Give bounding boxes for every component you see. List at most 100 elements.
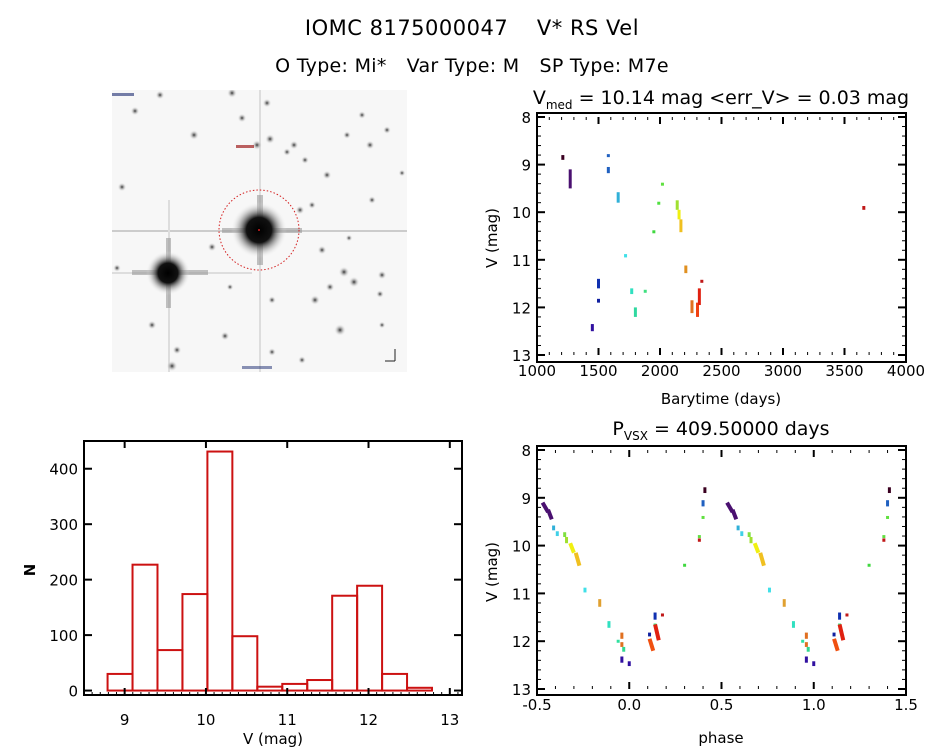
phase-curve-point (752, 542, 761, 554)
light-curve-point (696, 302, 700, 317)
light-curve-xtick-label: 1000 (518, 362, 556, 380)
histogram-bar (231, 635, 259, 692)
light-curve-ytick-label: 8 (521, 109, 531, 127)
phase-curve-point (568, 542, 576, 554)
histogram-bar (256, 685, 284, 692)
sky-image (112, 90, 407, 372)
phase-curve-point (886, 500, 890, 507)
field-star (322, 170, 332, 180)
phase-curve-point (648, 632, 652, 637)
light-curve-point (657, 201, 661, 205)
phase-curve-point (555, 531, 559, 537)
histogram-xtick-label: 12 (359, 711, 378, 729)
phase-curve-ytick-label: 13 (512, 681, 531, 699)
field-star (376, 290, 384, 298)
field-star (252, 140, 262, 150)
field-star (383, 126, 391, 134)
phase-curve-point (598, 599, 602, 607)
phase-curve-point (758, 552, 766, 567)
phase-curve-point (736, 525, 740, 531)
phase-curve-point (747, 532, 751, 537)
histogram-bar (206, 450, 234, 692)
phase-curve-point (701, 500, 705, 507)
phase-curve-xlabel: phase (698, 729, 743, 747)
light-curve-xlabel: Barytime (days) (661, 390, 781, 408)
aperture-circle (218, 189, 300, 271)
phase-curve-point (607, 621, 611, 628)
light-curve-xtick-label: 2000 (641, 362, 679, 380)
histogram-plot: 9 10 11 12 13 0 100 200 300 400 V (mag) N (21, 440, 463, 747)
phase-curve-ylabel: V (mag) (483, 542, 501, 602)
survey-label-mark (112, 93, 134, 96)
field-star (166, 360, 178, 372)
phase-curve-ytick-label: 9 (521, 490, 531, 508)
phase-curve-point (832, 632, 836, 637)
bright-star (146, 251, 190, 295)
light-curve-point (697, 288, 701, 306)
light-curve-point (568, 169, 572, 189)
phase-curve-point (837, 624, 846, 641)
light-curve-point (700, 279, 704, 283)
light-curve-point (633, 307, 637, 317)
field-star (310, 295, 320, 305)
phase-curve-point (620, 642, 624, 647)
light-curve-points (561, 154, 866, 332)
object-name: V* RS Vel (536, 16, 640, 40)
light-curve-title: Vmed = 10.14 mag <err_V> = 0.03 mag (533, 87, 909, 112)
phase-curve-point (620, 656, 624, 663)
histogram-bar (331, 594, 359, 692)
light-curve-xtick-label: 2500 (702, 362, 740, 380)
light-curve-xtick-label: 3000 (764, 362, 802, 380)
phase-curve-point (801, 639, 805, 643)
field-star (289, 140, 299, 150)
light-curve-point (616, 192, 620, 203)
phase-curve-frame (536, 445, 907, 696)
field-star (237, 113, 247, 123)
phase-curve-point (627, 661, 631, 667)
light-curve-point (630, 288, 634, 295)
field-star (130, 106, 140, 116)
light-curve-ytick-label: 11 (512, 252, 531, 270)
o-type: O Type: Mi* (275, 55, 387, 77)
phase-curve-point (806, 646, 810, 652)
histogram-bar (381, 672, 409, 692)
field-star (262, 98, 272, 108)
phase-curve-point (845, 613, 849, 617)
phase-curve-point (653, 624, 661, 641)
histogram-xlabel: V (mag) (243, 730, 303, 747)
phase-curve-ytick-label: 10 (512, 538, 531, 556)
light-curve-point (606, 154, 610, 158)
field-star (317, 245, 327, 255)
phase-curve-point (620, 632, 624, 639)
field-star (226, 283, 234, 291)
phase-curve-point (697, 538, 701, 542)
field-star (378, 321, 386, 329)
light-curve-ytick-label: 9 (521, 157, 531, 175)
histogram-bar (181, 593, 209, 692)
field-star (398, 169, 406, 177)
field-star (113, 264, 121, 272)
field-star (358, 111, 366, 119)
field-star (298, 356, 306, 364)
light-curve-point (597, 298, 600, 303)
histogram-bar (131, 563, 159, 692)
field-star (325, 282, 335, 292)
phase-curve-point (616, 639, 620, 643)
phase-curve-point (697, 535, 701, 539)
histogram-ticks: 9 10 11 12 13 0 100 200 300 400 (49, 441, 462, 729)
light-curve-point (660, 182, 664, 186)
phase-curve-point (546, 509, 554, 521)
light-curve-point (590, 324, 594, 332)
phase-curve-point (565, 536, 569, 544)
histogram-ytick-label: 400 (49, 461, 78, 479)
phase-curve-point (563, 532, 567, 537)
phase-curve-point (838, 612, 842, 620)
phase-curve-point (583, 587, 587, 593)
light-curve-xtick-label: 1500 (579, 362, 617, 380)
histogram-xtick-label: 10 (196, 711, 215, 729)
phase-curve-xtick-label: 0.5 (710, 696, 734, 714)
histogram-xtick-label: 11 (278, 711, 297, 729)
figure-subtitle: O Type: Mi* Var Type: M SP Type: M7e (0, 55, 944, 77)
field-star (117, 182, 127, 192)
